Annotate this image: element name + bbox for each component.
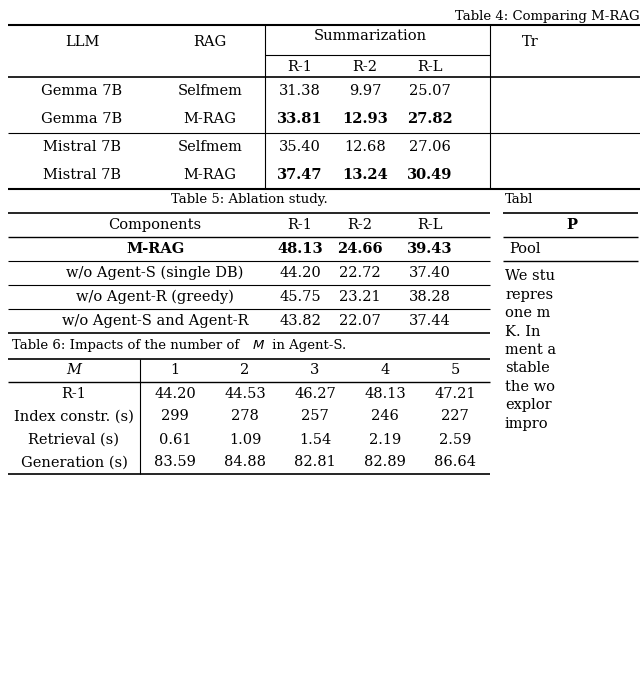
Text: ment a: ment a — [505, 343, 556, 357]
Text: 12.68: 12.68 — [344, 140, 386, 154]
Text: Tabl: Tabl — [505, 193, 533, 206]
Text: 86.64: 86.64 — [434, 456, 476, 469]
Text: We stu: We stu — [505, 269, 555, 283]
Text: 38.28: 38.28 — [409, 290, 451, 304]
Text: M: M — [67, 363, 81, 378]
Text: M-RAG: M-RAG — [126, 242, 184, 256]
Text: Mistral 7B: Mistral 7B — [43, 168, 121, 182]
Text: 37.40: 37.40 — [409, 266, 451, 280]
Text: R-1: R-1 — [287, 60, 312, 74]
Text: Selfmem: Selfmem — [177, 140, 243, 154]
Text: Index constr. (s): Index constr. (s) — [14, 409, 134, 424]
Text: 0.61: 0.61 — [159, 433, 191, 447]
Text: R-L: R-L — [417, 60, 443, 74]
Text: M-RAG: M-RAG — [184, 112, 237, 126]
Text: 46.27: 46.27 — [294, 386, 336, 401]
Text: Table 4: Comparing M-RAG on va: Table 4: Comparing M-RAG on va — [455, 10, 640, 23]
Text: 84.88: 84.88 — [224, 456, 266, 469]
Text: 44.20: 44.20 — [154, 386, 196, 401]
Text: LLM: LLM — [65, 35, 99, 48]
Text: Selfmem: Selfmem — [177, 84, 243, 98]
Text: RAG: RAG — [193, 35, 227, 48]
Text: 22.07: 22.07 — [339, 314, 381, 328]
Text: 257: 257 — [301, 409, 329, 424]
Text: 30.49: 30.49 — [407, 168, 452, 182]
Text: 1.09: 1.09 — [229, 433, 261, 447]
Text: 23.21: 23.21 — [339, 290, 381, 304]
Text: M-RAG: M-RAG — [184, 168, 237, 182]
Text: Table 5: Ablation study.: Table 5: Ablation study. — [171, 193, 328, 206]
Text: 2: 2 — [241, 363, 250, 378]
Text: 2.59: 2.59 — [439, 433, 471, 447]
Text: w/o Agent-S and Agent-R: w/o Agent-S and Agent-R — [61, 314, 248, 328]
Text: stable: stable — [505, 361, 550, 375]
Text: 1.54: 1.54 — [299, 433, 331, 447]
Text: w/o Agent-S (single DB): w/o Agent-S (single DB) — [67, 265, 244, 280]
Text: Tr: Tr — [522, 35, 538, 48]
Text: 2.19: 2.19 — [369, 433, 401, 447]
Text: 37.47: 37.47 — [277, 168, 323, 182]
Text: w/o Agent-R (greedy): w/o Agent-R (greedy) — [76, 290, 234, 304]
Text: R-1: R-1 — [61, 386, 86, 401]
Text: 13.24: 13.24 — [342, 168, 388, 182]
Text: R-2: R-2 — [348, 218, 372, 232]
Text: 47.21: 47.21 — [435, 386, 476, 401]
Text: repres: repres — [505, 287, 553, 301]
Text: 44.53: 44.53 — [224, 386, 266, 401]
Text: 39.43: 39.43 — [407, 242, 452, 256]
Text: 31.38: 31.38 — [279, 84, 321, 98]
Text: R-1: R-1 — [287, 218, 312, 232]
Text: Pool: Pool — [509, 242, 541, 256]
Text: 48.13: 48.13 — [364, 386, 406, 401]
Text: Table 6: Impacts of the number of: Table 6: Impacts of the number of — [12, 339, 243, 352]
Text: 83.59: 83.59 — [154, 456, 196, 469]
Text: 22.72: 22.72 — [339, 266, 381, 280]
Text: one m: one m — [505, 306, 550, 320]
Text: 33.81: 33.81 — [277, 112, 323, 126]
Text: 5: 5 — [451, 363, 460, 378]
Text: 278: 278 — [231, 409, 259, 424]
Text: the wo: the wo — [505, 380, 555, 394]
Text: P: P — [566, 218, 577, 232]
Text: 3: 3 — [310, 363, 320, 378]
Text: 4: 4 — [380, 363, 390, 378]
Text: Retrieval (s): Retrieval (s) — [29, 433, 120, 447]
Text: 24.66: 24.66 — [337, 242, 383, 256]
Text: 227: 227 — [441, 409, 469, 424]
Text: 35.40: 35.40 — [279, 140, 321, 154]
Text: Summarization: Summarization — [314, 29, 427, 43]
Text: 27.82: 27.82 — [407, 112, 453, 126]
Text: Gemma 7B: Gemma 7B — [42, 84, 123, 98]
Text: in Agent-S.: in Agent-S. — [268, 339, 346, 352]
Text: 246: 246 — [371, 409, 399, 424]
Text: impro: impro — [505, 417, 548, 431]
Text: K. In: K. In — [505, 325, 541, 339]
Text: 25.07: 25.07 — [409, 84, 451, 98]
Text: 299: 299 — [161, 409, 189, 424]
Text: 44.20: 44.20 — [279, 266, 321, 280]
Text: 43.82: 43.82 — [279, 314, 321, 328]
Text: R-L: R-L — [417, 218, 443, 232]
Text: 45.75: 45.75 — [279, 290, 321, 304]
Text: explor: explor — [505, 399, 552, 413]
Text: Generation (s): Generation (s) — [20, 456, 127, 469]
Text: 82.81: 82.81 — [294, 456, 336, 469]
Text: 12.93: 12.93 — [342, 112, 388, 126]
Text: 9.97: 9.97 — [349, 84, 381, 98]
Text: 48.13: 48.13 — [277, 242, 323, 256]
Text: Mistral 7B: Mistral 7B — [43, 140, 121, 154]
Text: 27.06: 27.06 — [409, 140, 451, 154]
Text: 1: 1 — [170, 363, 180, 378]
Text: Gemma 7B: Gemma 7B — [42, 112, 123, 126]
Text: 37.44: 37.44 — [409, 314, 451, 328]
Text: Components: Components — [108, 218, 202, 232]
Text: R-2: R-2 — [353, 60, 378, 74]
Text: 82.89: 82.89 — [364, 456, 406, 469]
Text: $M$: $M$ — [252, 339, 265, 352]
